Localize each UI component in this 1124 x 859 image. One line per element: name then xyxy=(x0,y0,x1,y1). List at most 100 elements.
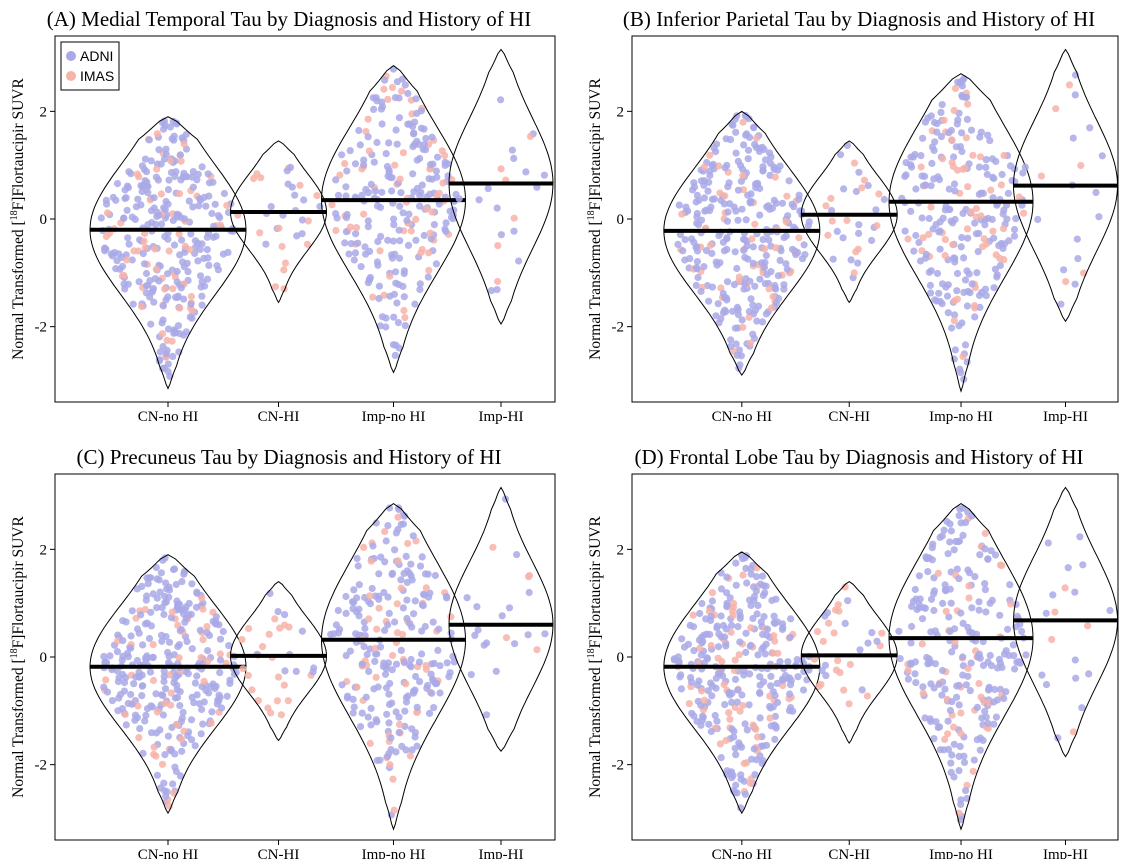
adni-point xyxy=(990,720,998,728)
adni-point xyxy=(153,771,161,779)
adni-point xyxy=(169,780,177,788)
adni-point xyxy=(759,742,767,750)
imas-point xyxy=(761,245,769,253)
adni-point xyxy=(145,574,153,582)
adni-point xyxy=(982,156,990,164)
adni-point xyxy=(397,646,405,655)
imas-point xyxy=(739,323,747,331)
adni-point xyxy=(138,582,146,591)
adni-point xyxy=(747,565,755,573)
adni-point xyxy=(734,306,742,314)
adni-point xyxy=(411,140,419,148)
adni-point xyxy=(988,215,996,224)
adni-point xyxy=(1034,215,1042,224)
adni-point xyxy=(713,624,721,632)
adni-point xyxy=(384,522,392,530)
adni-point xyxy=(416,285,424,294)
imas-point xyxy=(999,225,1008,233)
imas-point xyxy=(399,630,407,639)
imas-point xyxy=(273,697,281,705)
adni-point xyxy=(733,264,741,273)
imas-point xyxy=(389,775,397,783)
imas-point xyxy=(852,248,860,256)
adni-point xyxy=(177,284,185,292)
adni-point xyxy=(429,160,437,168)
adni-point xyxy=(377,232,385,240)
adni-point xyxy=(854,259,862,267)
adni-point xyxy=(690,183,699,191)
imas-point xyxy=(533,646,541,654)
panel-title: (B) Inferior Parietal Tau by Diagnosis a… xyxy=(623,7,1095,31)
adni-point xyxy=(147,157,155,165)
adni-point xyxy=(948,324,956,332)
adni-point xyxy=(180,295,188,303)
adni-point xyxy=(925,214,933,223)
adni-point xyxy=(425,175,433,183)
imas-point xyxy=(256,229,264,237)
imas-point xyxy=(439,179,447,187)
violin-outline xyxy=(448,486,554,753)
imas-point xyxy=(948,158,956,167)
adni-point xyxy=(975,163,984,171)
adni-point xyxy=(473,603,481,611)
adni-point xyxy=(855,229,863,237)
adni-point xyxy=(399,209,407,217)
imas-point xyxy=(964,664,972,673)
adni-point xyxy=(760,678,768,686)
adni-point xyxy=(162,792,170,800)
adni-point xyxy=(760,264,769,272)
adni-point xyxy=(758,318,767,326)
adni-point xyxy=(776,162,784,170)
adni-point xyxy=(188,645,196,653)
imas-point xyxy=(102,676,110,684)
adni-point xyxy=(962,681,971,689)
imas-point xyxy=(121,710,129,719)
adni-point xyxy=(345,250,353,258)
imas-point xyxy=(393,600,401,608)
imas-point xyxy=(175,654,183,662)
imas-point xyxy=(417,249,425,257)
imas-point xyxy=(369,293,377,301)
adni-point xyxy=(935,680,943,688)
violin-outline xyxy=(1012,486,1118,758)
adni-point xyxy=(189,183,197,191)
adni-point xyxy=(164,293,172,301)
adni-point xyxy=(150,298,158,306)
adni-point xyxy=(828,206,836,215)
adni-point xyxy=(723,589,731,597)
imas-point xyxy=(158,330,167,338)
adni-point xyxy=(385,609,393,618)
adni-point xyxy=(432,167,440,175)
adni-point xyxy=(212,232,220,240)
imas-point xyxy=(376,247,384,255)
adni-point xyxy=(721,633,729,641)
adni-point xyxy=(738,316,746,324)
adni-point xyxy=(1012,215,1020,223)
adni-point xyxy=(463,594,471,602)
adni-point xyxy=(957,800,965,809)
adni-point xyxy=(880,195,888,204)
adni-point xyxy=(714,300,722,308)
panel-title: (D) Frontal Lobe Tau by Diagnosis and Hi… xyxy=(635,445,1084,469)
adni-point xyxy=(541,630,549,638)
adni-point xyxy=(733,698,742,706)
imas-point xyxy=(863,692,872,700)
adni-point xyxy=(373,650,381,658)
adni-point xyxy=(938,532,946,540)
imas-point xyxy=(1048,635,1056,644)
adni-point xyxy=(385,719,393,727)
adni-point xyxy=(744,255,752,263)
imas-point xyxy=(873,222,881,230)
imas-point xyxy=(130,247,138,255)
adni-point xyxy=(162,350,170,358)
adni-point xyxy=(291,191,299,199)
imas-point xyxy=(951,84,960,92)
adni-point xyxy=(1000,694,1008,703)
adni-point xyxy=(933,128,941,136)
y-tick-label: -2 xyxy=(35,320,48,336)
adni-point xyxy=(731,675,740,684)
adni-point xyxy=(125,168,133,176)
adni-point xyxy=(740,141,748,149)
adni-point xyxy=(1012,600,1020,609)
